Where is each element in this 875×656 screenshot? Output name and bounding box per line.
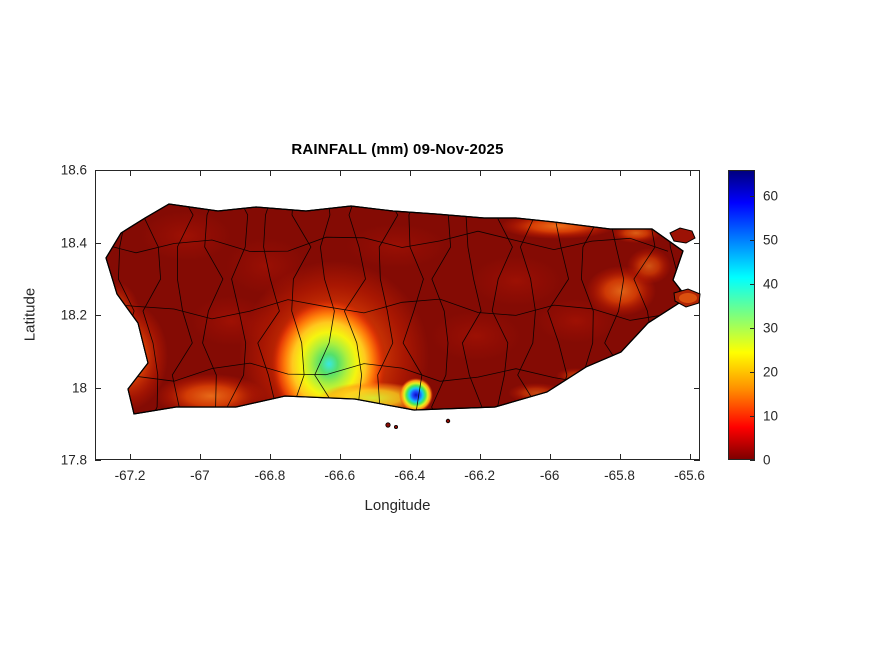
- y-tick-mark: [694, 170, 700, 171]
- y-tick-mark: [95, 460, 101, 461]
- colorbar-tick-label: 40: [763, 276, 779, 292]
- x-tick-mark: [479, 454, 481, 460]
- rainfall-field: [106, 204, 687, 414]
- x-tick-mark: [689, 170, 691, 176]
- municipality-border-line: [202, 204, 224, 414]
- colorbar-tick-mark: [750, 196, 755, 198]
- colorbar-tick-label: 10: [763, 408, 779, 424]
- x-tick-label: -65.6: [674, 468, 705, 483]
- x-tick-mark: [129, 454, 131, 460]
- plot-area: [95, 170, 701, 460]
- y-tick-mark: [95, 170, 101, 171]
- y-tick-mark: [694, 387, 700, 389]
- x-tick-label: -67: [190, 468, 210, 483]
- x-tick-mark: [619, 454, 621, 460]
- islet-northeast: [669, 227, 696, 244]
- y-tick-mark: [95, 242, 101, 244]
- island-coastline: [105, 203, 688, 415]
- x-tick-label: -67.2: [114, 468, 146, 483]
- municipality-border-line: [257, 204, 280, 414]
- south-coast-rain: [556, 368, 596, 384]
- x-tick-mark: [199, 454, 201, 460]
- y-tick-mark: [694, 315, 700, 316]
- x-tick-mark: [269, 454, 271, 460]
- municipality-border-line: [106, 298, 669, 321]
- colorbar-tick-mark: [750, 460, 755, 461]
- municipality-border-line: [226, 204, 249, 414]
- x-tick-mark: [549, 454, 551, 460]
- east-interior-rain: [627, 248, 671, 284]
- colorbar-tick-label: 50: [763, 232, 779, 248]
- islet-east-rain: [679, 293, 697, 303]
- x-tick-mark: [199, 170, 201, 176]
- x-axis-label: Longitude: [364, 497, 431, 514]
- islet-south: [445, 418, 451, 424]
- municipality-border-line: [667, 204, 687, 414]
- colorbar-tick-label: 60: [763, 188, 779, 204]
- municipality-border-line: [377, 204, 399, 414]
- municipality-border-line: [402, 204, 424, 414]
- colorbar-tick-mark: [750, 328, 755, 330]
- colorbar-tick-label: 20: [763, 364, 779, 380]
- y-tick-label: 17.8: [60, 452, 87, 468]
- colorbar: [728, 170, 755, 460]
- municipality-border-line: [140, 204, 162, 414]
- x-tick-mark: [339, 454, 341, 460]
- municipality-border-line: [343, 204, 366, 414]
- light-red-patch: [141, 211, 231, 261]
- x-tick-label: -66.2: [464, 468, 496, 483]
- y-tick-mark: [694, 460, 700, 461]
- colorbar-tick-mark: [750, 372, 755, 374]
- colorbar-tick-label: 30: [763, 320, 779, 336]
- x-tick-mark: [479, 170, 481, 176]
- x-tick-label: -66.4: [394, 468, 426, 483]
- x-tick-label: -66.6: [324, 468, 356, 483]
- y-tick-label: 18.2: [60, 307, 87, 323]
- x-tick-mark: [129, 170, 131, 176]
- light-red-patch: [471, 256, 561, 306]
- y-tick-mark: [95, 387, 101, 389]
- y-tick-label: 18.4: [60, 235, 87, 250]
- x-tick-mark: [619, 170, 621, 176]
- light-red-patch: [431, 311, 521, 361]
- municipality-border-line: [314, 204, 336, 414]
- islet-south: [385, 422, 391, 428]
- map-svg: [105, 203, 701, 429]
- x-tick-mark: [409, 170, 411, 176]
- south-coast-blue-peak: [399, 378, 433, 412]
- x-tick-mark: [689, 454, 691, 460]
- x-tick-label: -66.8: [254, 468, 286, 483]
- y-axis-label: Latitude: [21, 287, 39, 342]
- municipality-border-line: [106, 230, 669, 254]
- northeast-band-rain: [500, 213, 616, 239]
- y-tick-mark: [694, 242, 700, 244]
- x-tick-mark: [409, 454, 411, 460]
- colorbar-tick-mark: [750, 416, 755, 418]
- chart-title: RAINFALL (mm) 09-Nov-2025: [291, 141, 504, 158]
- x-tick-label: -65.8: [604, 468, 635, 483]
- islet-south: [393, 424, 398, 429]
- x-tick-mark: [549, 170, 551, 176]
- y-tick-mark: [95, 315, 101, 316]
- x-tick-mark: [339, 170, 341, 176]
- colorbar-tick-label: 0: [763, 452, 771, 468]
- x-tick-mark: [269, 170, 271, 176]
- colorbar-tick-mark: [750, 240, 755, 242]
- colorbar-tick-mark: [750, 284, 755, 286]
- y-tick-label: 18.6: [60, 162, 87, 178]
- x-tick-label: -66: [539, 468, 560, 483]
- municipality-border-line: [491, 204, 513, 414]
- y-tick-label: 18: [71, 380, 87, 395]
- municipality-border-line: [461, 204, 483, 414]
- municipality-border-line: [431, 204, 452, 414]
